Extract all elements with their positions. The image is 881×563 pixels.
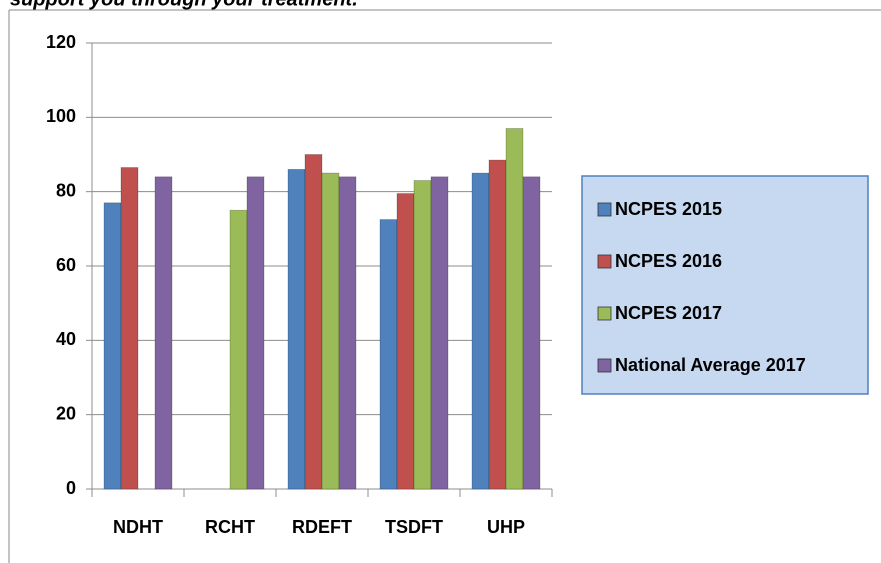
bar	[304, 154, 323, 490]
legend-label: NCPES 2015	[615, 199, 722, 219]
legend-swatch	[597, 358, 612, 373]
y-tick-label: 80	[56, 180, 76, 200]
legend-swatch	[597, 254, 612, 269]
y-tick-label: 40	[56, 329, 76, 349]
bar	[522, 176, 541, 490]
bar	[430, 176, 449, 490]
x-tick-label: TSDFT	[385, 517, 443, 537]
bar	[229, 209, 248, 490]
legend-swatch	[597, 306, 612, 321]
bar	[379, 219, 398, 490]
bar	[488, 159, 507, 490]
bar	[120, 167, 139, 490]
x-tick-label: UHP	[487, 517, 525, 537]
x-tick-label: RDEFT	[292, 517, 352, 537]
y-tick-label: 100	[46, 106, 76, 126]
y-tick-label: 20	[56, 403, 76, 423]
bar	[505, 128, 524, 490]
legend-label: NCPES 2017	[615, 303, 722, 323]
x-tick-label: NDHT	[113, 517, 163, 537]
y-tick-label: 60	[56, 255, 76, 275]
x-tick-label: RCHT	[205, 517, 255, 537]
bar	[413, 180, 432, 490]
bar	[471, 172, 490, 490]
bar	[246, 176, 265, 490]
bar	[103, 202, 122, 490]
bar	[396, 193, 415, 490]
legend-swatch	[597, 202, 612, 217]
bar	[154, 176, 173, 490]
y-tick-label: 120	[46, 32, 76, 52]
y-tick-label: 0	[66, 478, 76, 498]
legend-box	[581, 175, 869, 395]
legend-label: NCPES 2016	[615, 251, 722, 271]
legend-label: National Average 2017	[615, 355, 806, 375]
bar	[287, 168, 306, 490]
bar	[321, 172, 340, 490]
bar	[338, 176, 357, 490]
chart-title: support you through your treatment.	[10, 0, 358, 10]
